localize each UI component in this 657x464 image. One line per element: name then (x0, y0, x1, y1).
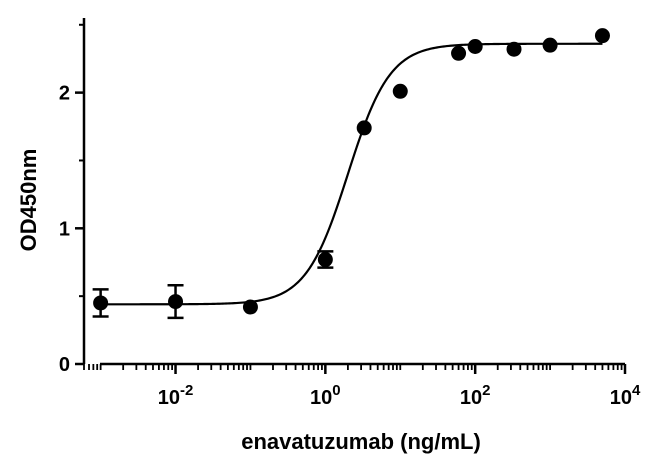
y-tick-label: 0 (59, 354, 70, 376)
data-point (168, 294, 184, 310)
data-point (317, 252, 333, 268)
y-axis-title: OD450nm (16, 149, 41, 252)
data-points (93, 28, 610, 315)
x-tick-label: 100 (310, 382, 341, 409)
axes (75, 18, 627, 374)
data-point (451, 45, 467, 61)
data-point (506, 41, 522, 57)
data-point (93, 295, 109, 311)
data-point (242, 299, 258, 315)
error-bars (92, 250, 334, 320)
data-point (542, 37, 558, 53)
data-point (392, 83, 408, 99)
data-point (467, 38, 483, 54)
y-tick-label: 1 (59, 218, 70, 240)
x-axis-title: enavatuzumab (ng/mL) (241, 429, 481, 454)
fit-curve (100, 42, 603, 306)
data-point (594, 28, 610, 44)
tick-labels: 0 1 2 10-2 100 102 104 (59, 83, 641, 409)
data-point (356, 120, 372, 136)
y-tick-label: 2 (59, 83, 70, 105)
x-tick-label: 102 (460, 382, 491, 409)
x-tick-label: 104 (610, 382, 641, 409)
x-tick-label: 10-2 (158, 382, 194, 409)
